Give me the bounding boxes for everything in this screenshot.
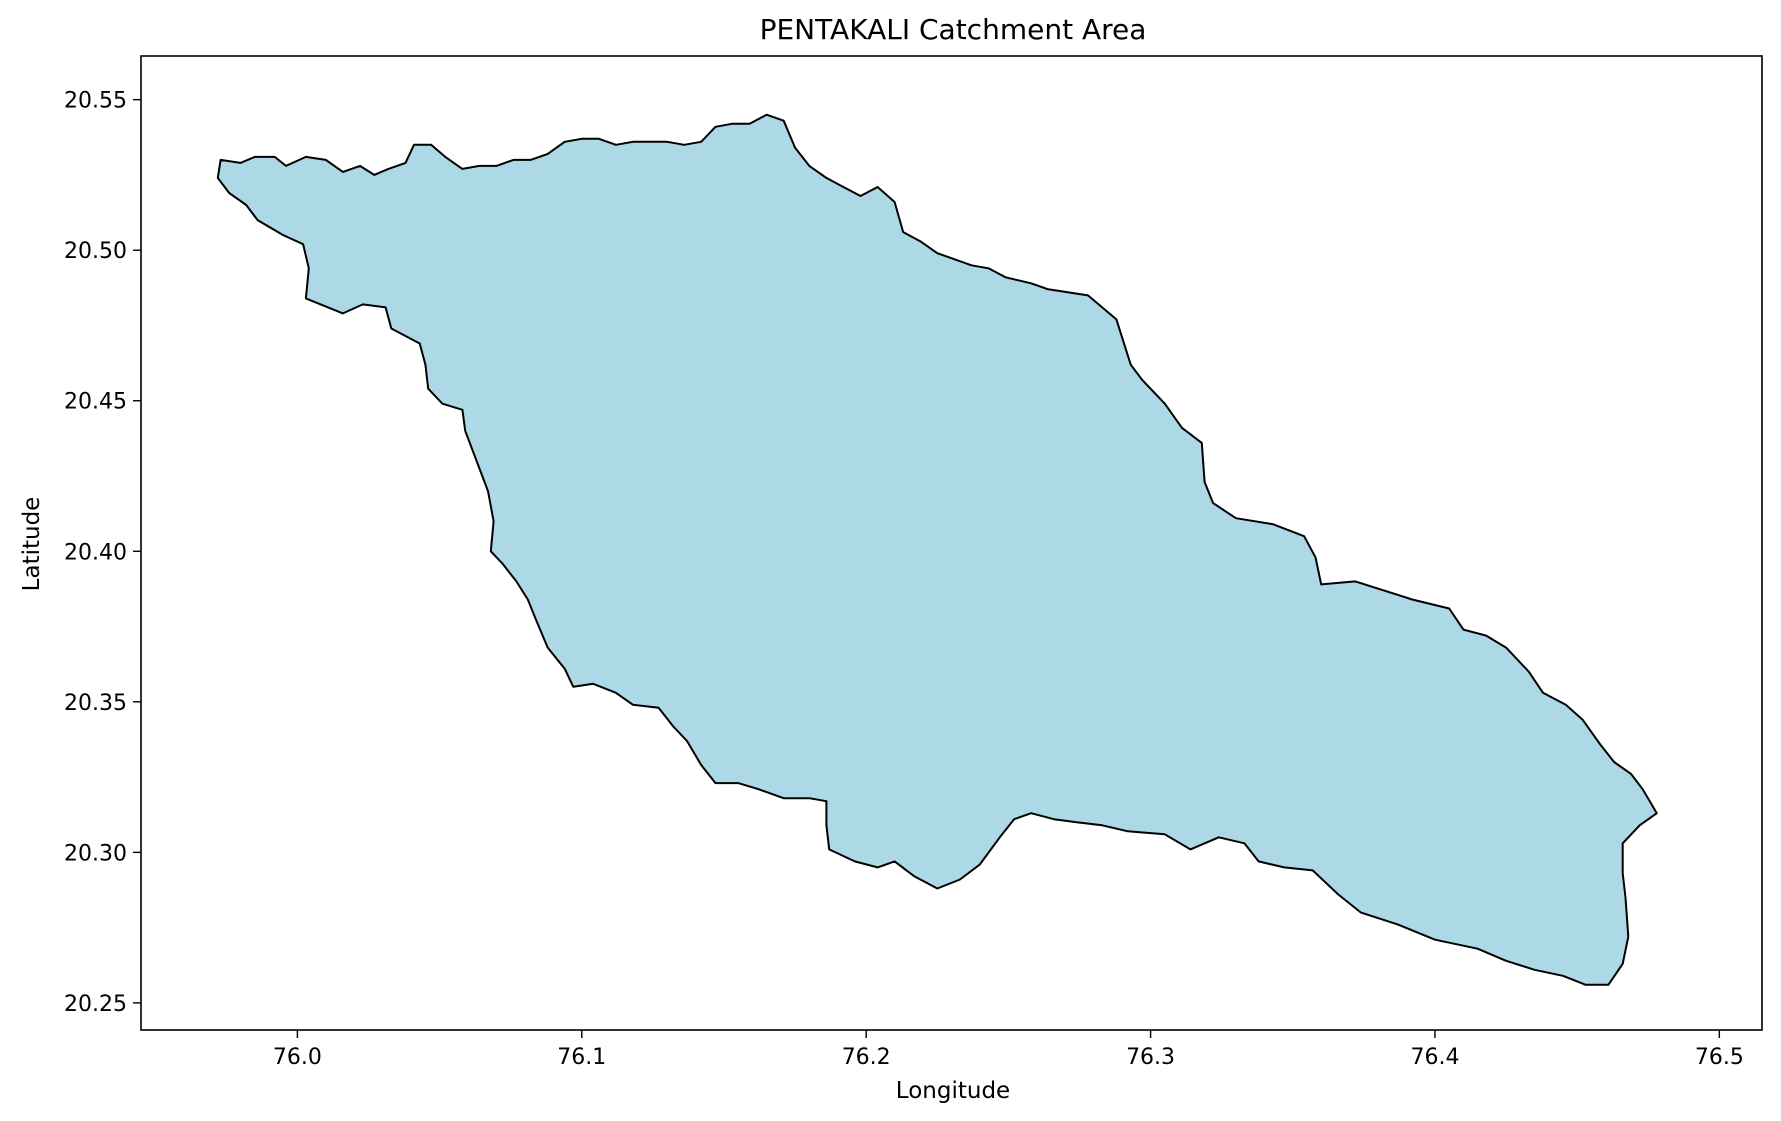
y-tick-label: 20.25 <box>64 992 127 1017</box>
y-axis: 20.25 20.30 20.35 20.40 20.45 20.50 20.55 <box>64 89 141 1017</box>
y-tick-label: 20.30 <box>64 841 127 866</box>
x-tick-label: 76.3 <box>1126 1045 1175 1070</box>
x-tick-label: 76.5 <box>1695 1045 1744 1070</box>
x-tick-label: 76.0 <box>273 1045 322 1070</box>
x-axis-label: Longitude <box>896 1078 1010 1104</box>
y-axis-label: Latitude <box>19 497 45 592</box>
catchment-polygon <box>216 113 1658 986</box>
x-tick-label: 76.4 <box>1410 1045 1459 1070</box>
y-tick-label: 20.40 <box>64 540 127 565</box>
x-tick-label: 76.2 <box>842 1045 891 1070</box>
y-tick-label: 20.45 <box>64 390 127 415</box>
y-tick-label: 20.55 <box>64 89 127 114</box>
y-tick-label: 20.35 <box>64 691 127 716</box>
x-tick-label: 76.1 <box>557 1045 606 1070</box>
plot-area-frame <box>140 55 1763 1031</box>
chart-title: PENTAKALI Catchment Area <box>760 13 1147 46</box>
x-axis: 76.0 76.1 76.2 76.3 76.4 76.5 <box>273 1030 1744 1070</box>
y-tick-label: 20.50 <box>64 239 127 264</box>
